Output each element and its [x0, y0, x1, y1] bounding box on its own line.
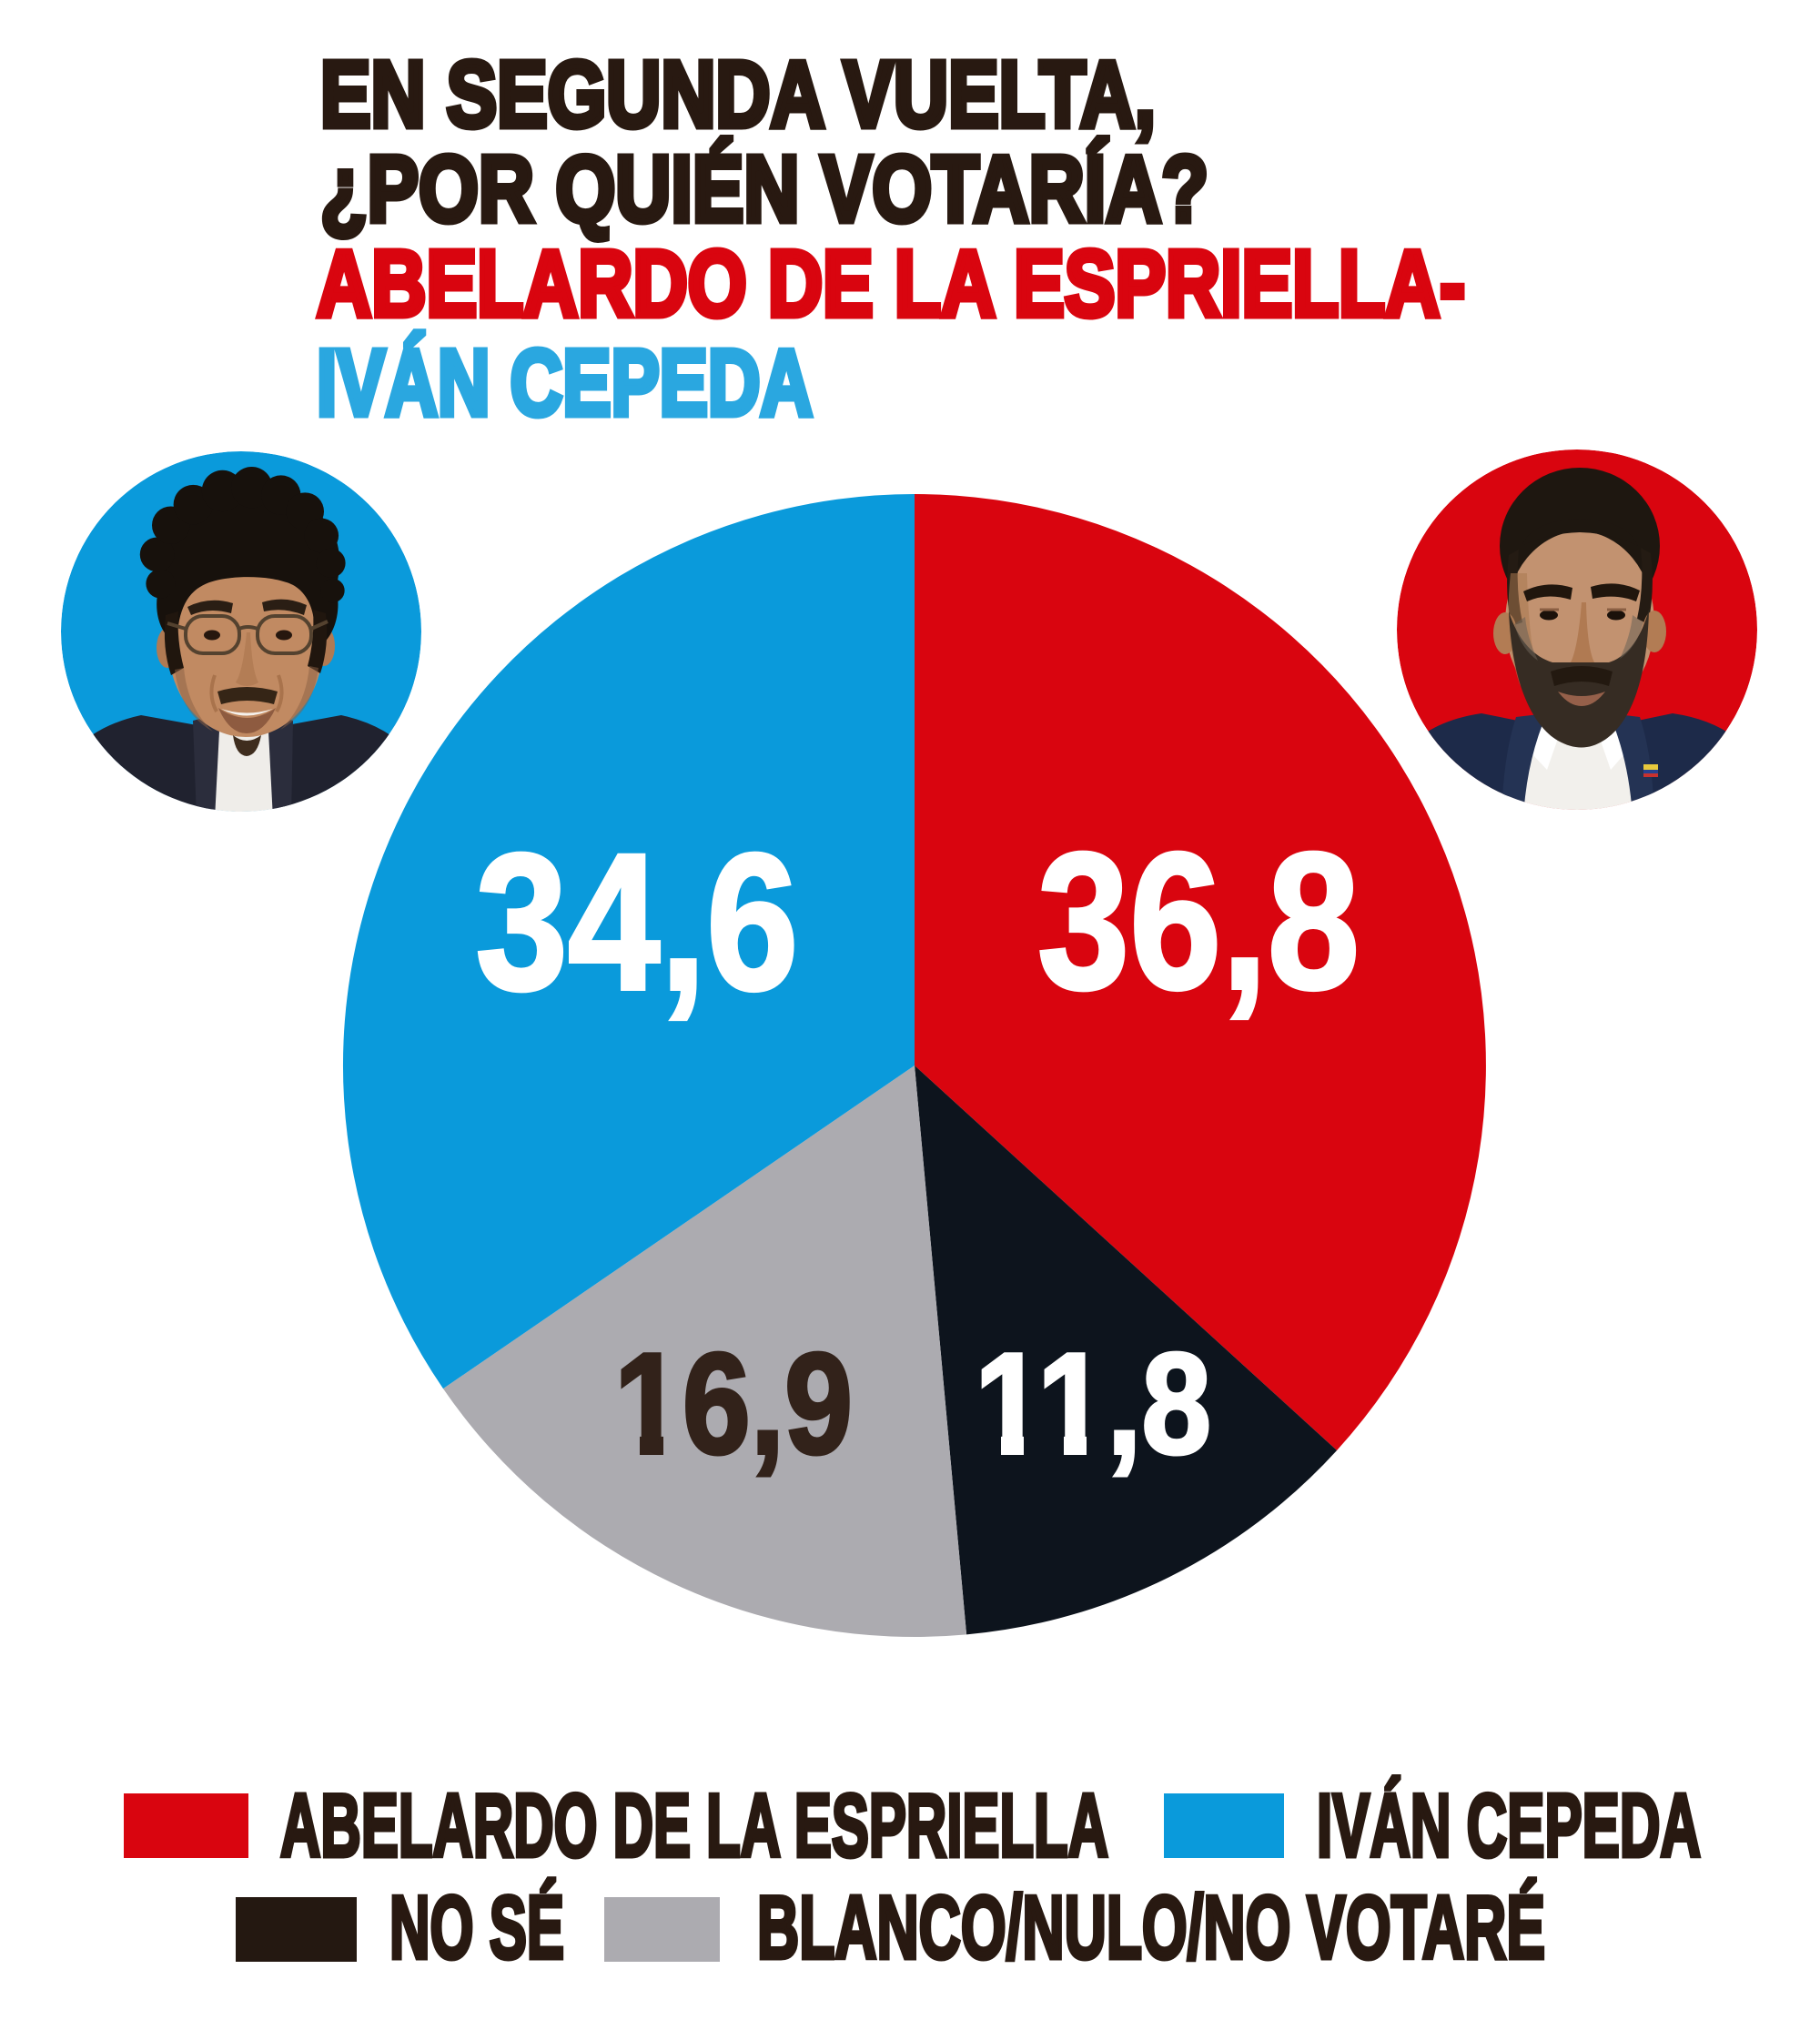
svg-text:EN SEGUNDA VUELTA,: EN SEGUNDA VUELTA, [320, 42, 1156, 146]
svg-text:IVÁN CEPEDA: IVÁN CEPEDA [317, 330, 813, 435]
svg-text:NO SÉ: NO SÉ [389, 1877, 564, 1977]
svg-text:IVÁN CEPEDA: IVÁN CEPEDA [1317, 1775, 1701, 1875]
svg-text:36,8: 36,8 [1037, 813, 1360, 1030]
svg-text:¿POR QUIÉN VOTARÍA?: ¿POR QUIÉN VOTARÍA? [320, 136, 1208, 241]
svg-text:ABELARDO DE LA ESPRIELLA-: ABELARDO DE LA ESPRIELLA- [317, 231, 1465, 336]
svg-text:BLANCO/NULO/NO VOTARÉ: BLANCO/NULO/NO VOTARÉ [757, 1877, 1545, 1977]
svg-text:11,8: 11,8 [975, 1324, 1211, 1484]
svg-text:ABELARDO DE LA ESPRIELLA: ABELARDO DE LA ESPRIELLA [280, 1775, 1108, 1875]
svg-text:34,6: 34,6 [476, 813, 799, 1031]
svg-text:16,9: 16,9 [614, 1324, 853, 1484]
